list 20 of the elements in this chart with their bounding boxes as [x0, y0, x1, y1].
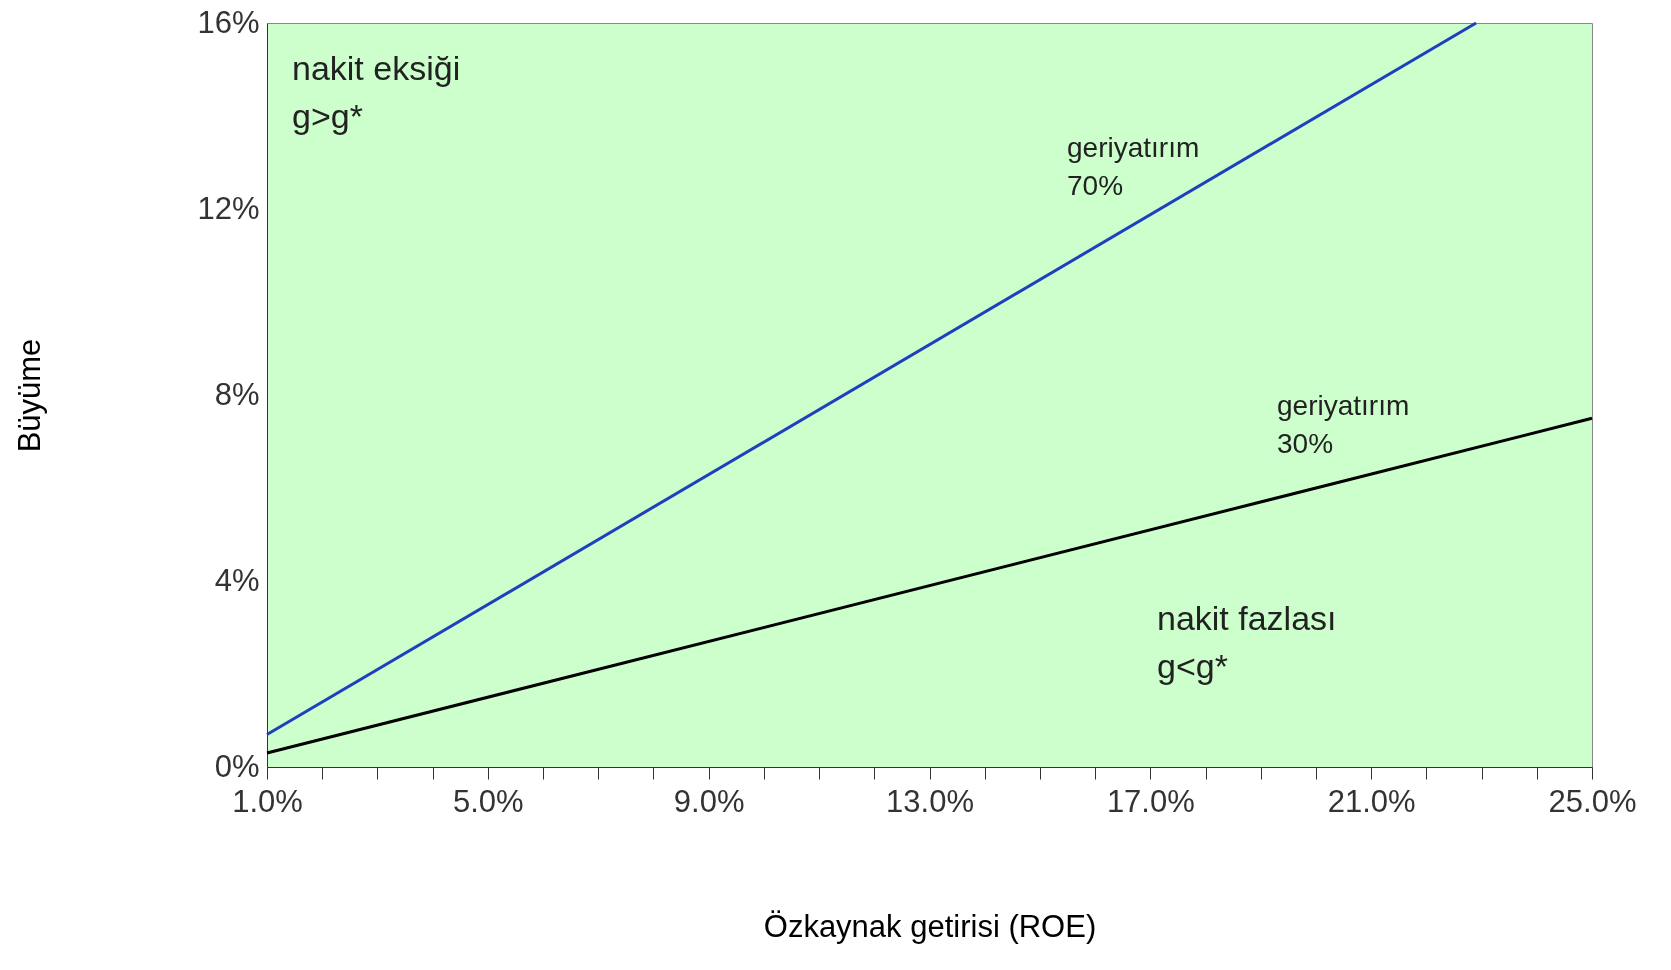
annotation: g>g*: [292, 97, 363, 135]
x-tick-label: 9.0%: [673, 783, 745, 819]
annotation: g<g*: [1157, 647, 1228, 685]
y-tick-label: 12%: [197, 190, 260, 226]
x-axis-title: Özkaynak getirisi (ROE): [763, 908, 1097, 944]
y-tick-label: 16%: [197, 4, 260, 40]
y-tick-label: 8%: [214, 376, 260, 412]
x-tick-label: 17.0%: [1106, 783, 1195, 819]
annotation: geriyatırım 30%: [1277, 390, 1410, 459]
x-tick-label: 5.0%: [453, 783, 524, 819]
x-tick-label: 25.0%: [1548, 783, 1637, 819]
annotation: nakit eksiği: [292, 49, 461, 87]
annotation: nakit fazlası: [1157, 599, 1337, 637]
annotation: geriyatırım 70%: [1067, 132, 1200, 201]
x-tick-label: 21.0%: [1327, 783, 1416, 819]
y-axis-title: Büyüme: [12, 338, 48, 453]
x-tick-label: 1.0%: [232, 783, 303, 819]
y-tick-label: 4%: [214, 562, 260, 598]
x-tick-label: 13.0%: [886, 783, 974, 819]
y-tick-label: 0%: [214, 748, 260, 784]
